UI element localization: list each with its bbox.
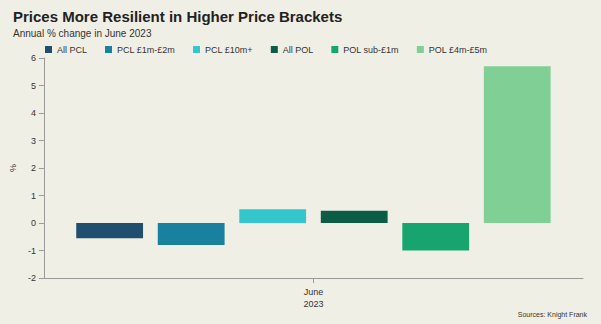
svg-text:PCL £10m+: PCL £10m+ [205,45,252,55]
svg-text:2023: 2023 [303,299,323,309]
svg-text:June: June [304,287,324,297]
svg-text:%: % [8,164,18,172]
svg-text:5: 5 [31,81,36,91]
svg-text:2: 2 [31,163,36,173]
svg-text:All POL: All POL [283,45,314,55]
svg-text:POL sub-£1m: POL sub-£1m [343,45,398,55]
svg-text:All PCL: All PCL [57,45,87,55]
svg-text:Prices More Resilient in Highe: Prices More Resilient in Higher Price Br… [13,8,342,25]
svg-text:6: 6 [31,53,36,63]
svg-text:PCL £1m-£2m: PCL £1m-£2m [117,45,175,55]
svg-text:0: 0 [31,218,36,228]
svg-text:4: 4 [31,108,36,118]
svg-text:-2: -2 [28,273,36,283]
svg-text:1: 1 [31,191,36,201]
svg-text:3: 3 [31,136,36,146]
svg-text:Sources: Knight Frank: Sources: Knight Frank [518,311,588,319]
svg-text:-1: -1 [28,246,36,256]
svg-text:Annual % change in June 2023: Annual % change in June 2023 [13,28,152,39]
svg-text:POL £4m-£5m: POL £4m-£5m [429,45,487,55]
